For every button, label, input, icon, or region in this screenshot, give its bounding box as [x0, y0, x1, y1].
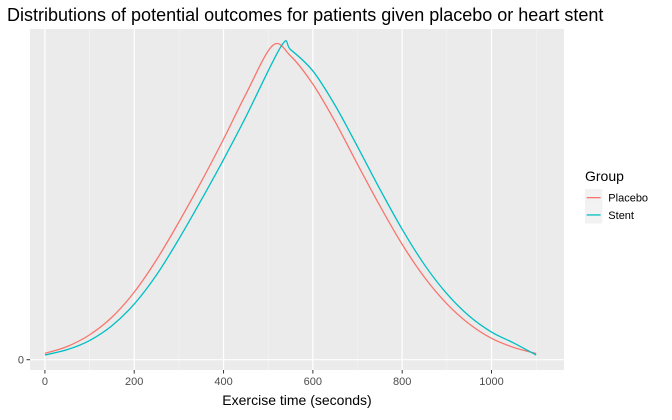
chart-title: Distributions of potential outcomes for … [7, 5, 603, 25]
x-tick-label: 400 [214, 376, 232, 388]
series-line-placebo [44, 42, 537, 355]
x-tick-label: 800 [393, 376, 411, 388]
legend-label-placebo: Placebo [608, 193, 648, 205]
series-lines [44, 40, 537, 356]
x-axis-title: Exercise time (seconds) [222, 392, 371, 408]
y-axis: 0 [18, 355, 30, 367]
legend: Group Placebo Stent [585, 168, 648, 224]
x-tick-label: 600 [304, 376, 322, 388]
x-tick-label: 0 [42, 376, 48, 388]
y-tick-label: 0 [18, 355, 24, 367]
legend-title: Group [585, 168, 624, 184]
plot-panel [30, 29, 564, 370]
minor-gridlines [89, 29, 537, 370]
x-tick-label: 1000 [479, 376, 503, 388]
series-line-stent [44, 40, 537, 356]
x-tick-label: 200 [125, 376, 143, 388]
legend-label-stent: Stent [608, 210, 634, 222]
legend-items: Placebo Stent [585, 189, 648, 224]
x-axis: 0 200 400 600 800 1000 [42, 370, 504, 388]
major-gridlines [30, 29, 564, 370]
